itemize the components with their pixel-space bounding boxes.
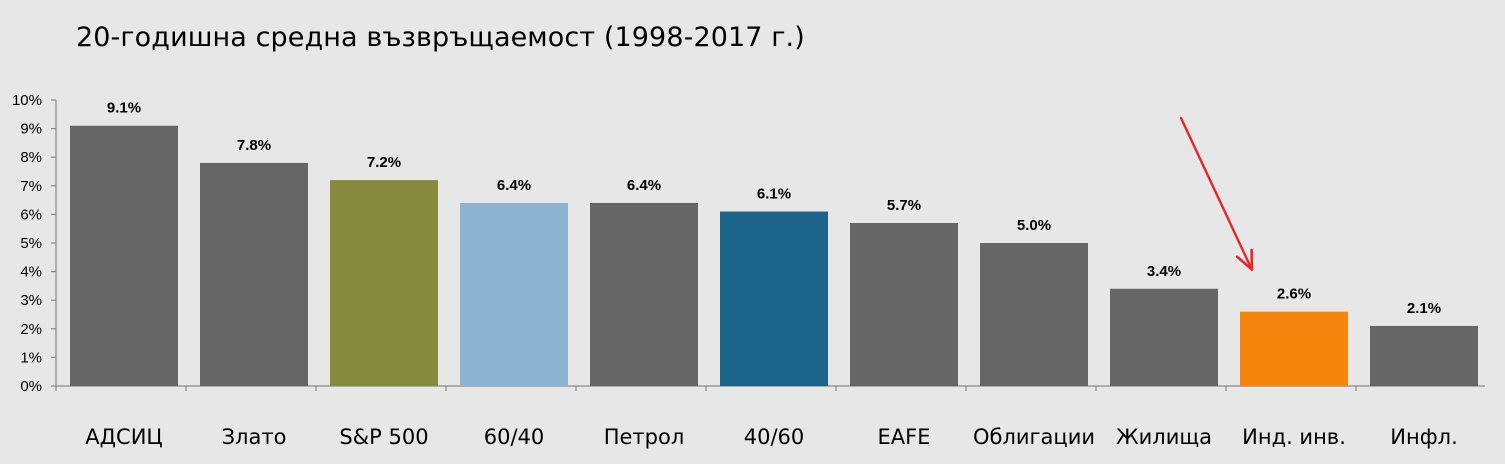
y-tick-label: 7% <box>20 178 42 195</box>
chart-title: 20-годишна средна възвръщаемост (1998-20… <box>76 22 805 53</box>
x-tick-label: Злато <box>222 425 287 449</box>
y-tick-label: 10% <box>12 92 42 109</box>
y-tick-label: 9% <box>20 121 42 138</box>
x-tick-label: Петрол <box>604 425 685 449</box>
y-tick-label: 2% <box>20 321 42 338</box>
bar <box>720 211 828 386</box>
bar-value-label: 7.2% <box>367 154 401 171</box>
bar-value-label: 7.8% <box>237 137 271 154</box>
annotation-arrow-head <box>1235 248 1254 271</box>
bar-value-label: 3.4% <box>1147 263 1181 280</box>
bar-value-label: 2.1% <box>1407 300 1441 317</box>
bar-value-label: 6.4% <box>627 177 661 194</box>
x-tick-label: Жилища <box>1116 425 1212 449</box>
bar-value-label: 5.7% <box>887 197 921 214</box>
x-tick-label: S&P 500 <box>339 425 428 449</box>
x-tick-label: Облигации <box>973 425 1095 449</box>
y-tick-label: 4% <box>20 264 42 281</box>
bar-value-label: 5.0% <box>1017 217 1051 234</box>
y-tick-label: 0% <box>20 378 42 395</box>
bar <box>200 162 308 386</box>
annotation-arrow-shaft <box>1179 116 1252 267</box>
x-tick-label: 40/60 <box>744 425 805 449</box>
bar-value-label: 2.6% <box>1277 286 1311 303</box>
y-tick-label: 1% <box>20 349 42 366</box>
bar-value-label: 6.4% <box>497 177 531 194</box>
bar-value-label: 6.1% <box>757 186 791 203</box>
bar <box>1370 325 1478 386</box>
bar <box>460 202 568 386</box>
y-tick-label: 5% <box>20 235 42 252</box>
x-tick-label: АДСИЦ <box>85 425 162 449</box>
x-tick-label: Инфл. <box>1390 425 1458 449</box>
bar <box>850 222 958 386</box>
y-tick-label: 6% <box>20 206 42 223</box>
bar <box>1240 311 1348 386</box>
bar <box>590 202 698 386</box>
x-tick-label: Инд. инв. <box>1242 425 1346 449</box>
x-tick-label: EAFE <box>878 425 931 449</box>
bar <box>330 180 438 386</box>
bar-value-label: 9.1% <box>107 100 141 117</box>
y-tick-label: 3% <box>20 292 42 309</box>
bar <box>980 243 1088 386</box>
x-tick-label: 60/40 <box>484 425 545 449</box>
y-tick-label: 8% <box>20 149 42 166</box>
bar <box>1110 288 1218 386</box>
bar <box>70 125 178 387</box>
